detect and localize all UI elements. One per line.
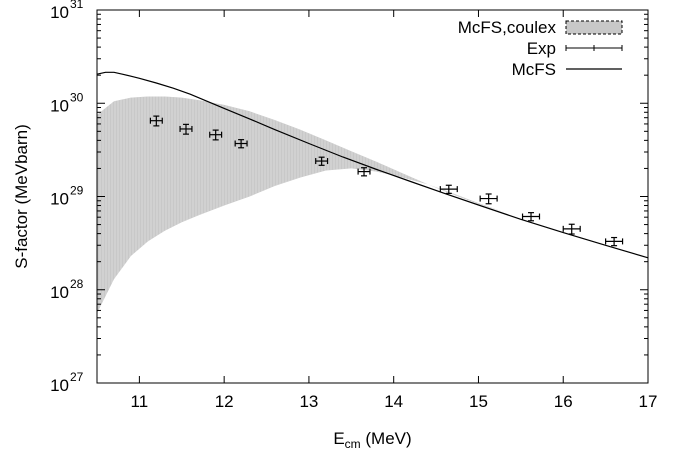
exp-point bbox=[179, 123, 193, 135]
exp-point bbox=[149, 115, 163, 127]
y-tick-label: 10 bbox=[50, 376, 69, 395]
exp-point bbox=[605, 236, 624, 247]
exp-point bbox=[521, 212, 541, 222]
x-tick-label: 11 bbox=[131, 392, 149, 411]
exp-point bbox=[209, 129, 223, 141]
x-axis-label: Ecm (MeV) bbox=[333, 429, 411, 451]
y-tick-label: 10 bbox=[50, 96, 69, 115]
mcfs-line bbox=[96, 71, 649, 259]
line-layer bbox=[96, 71, 649, 259]
legend-band-swatch bbox=[565, 20, 623, 35]
y-tick-exponent: 29 bbox=[70, 184, 84, 198]
band-area bbox=[97, 96, 530, 314]
y-tick-exponent: 31 bbox=[70, 0, 84, 11]
exp-point bbox=[439, 184, 458, 194]
legend: McFS,coulex Exp McFS bbox=[458, 18, 623, 79]
legend-label: McFS,coulex bbox=[458, 18, 557, 37]
y-tick-exponent: 30 bbox=[70, 90, 84, 104]
x-tick-label: 17 bbox=[639, 392, 658, 411]
y-tick-exponent: 28 bbox=[70, 277, 84, 291]
exp-point bbox=[479, 193, 498, 205]
points-layer bbox=[149, 115, 624, 247]
x-tick-label: 15 bbox=[469, 392, 488, 411]
y-tick-label: 10 bbox=[50, 3, 69, 22]
legend-label: McFS bbox=[512, 60, 556, 79]
y-tick-exponent: 27 bbox=[70, 370, 84, 384]
y-tick-label: 10 bbox=[50, 283, 69, 302]
exp-point bbox=[562, 223, 581, 235]
x-tick-label: 13 bbox=[299, 392, 318, 411]
y-tick-label: 10 bbox=[50, 190, 69, 209]
x-tick-label: 12 bbox=[215, 392, 234, 411]
x-axis-label-sub: cm bbox=[345, 437, 361, 451]
legend-swatch bbox=[565, 20, 623, 35]
x-tick-label: 14 bbox=[384, 392, 403, 411]
y-axis-label: S-factor (MeVbarn) bbox=[12, 124, 31, 269]
legend-label: Exp bbox=[527, 39, 556, 58]
exp-point bbox=[234, 139, 248, 149]
x-tick-label: 16 bbox=[554, 392, 573, 411]
x-axis-label-main: E bbox=[333, 429, 344, 448]
exp-point bbox=[357, 167, 371, 177]
legend-swatch bbox=[565, 45, 623, 51]
band-layer bbox=[97, 96, 530, 314]
x-axis-label-unit: (MeV) bbox=[361, 429, 412, 448]
exp-point bbox=[315, 156, 329, 166]
